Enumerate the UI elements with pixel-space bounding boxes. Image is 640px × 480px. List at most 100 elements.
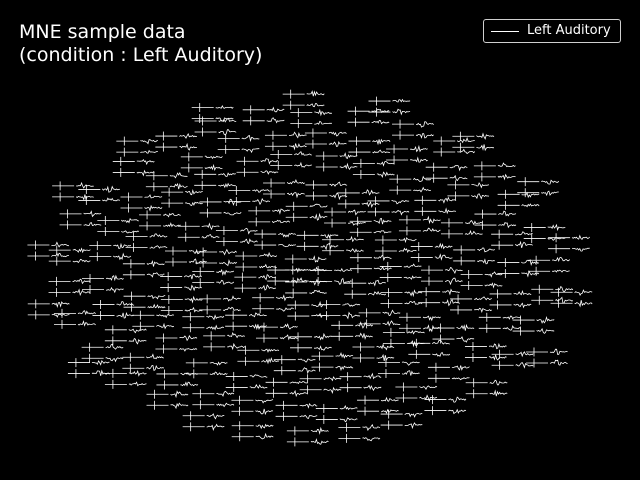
sensor-group	[191, 103, 234, 124]
sensor-trace	[147, 294, 166, 300]
sensor-group	[357, 395, 399, 416]
sensor-trace	[280, 323, 298, 330]
sensor-group	[374, 235, 417, 256]
sensor-group	[290, 332, 332, 353]
sensor-trace	[419, 385, 438, 391]
sensor-trace	[261, 348, 280, 353]
sensor-trace	[314, 345, 332, 351]
sensor-group	[337, 188, 380, 209]
sensor-trace	[144, 204, 163, 212]
sensor-trace	[206, 423, 225, 431]
sensor-group	[420, 265, 463, 286]
sensor-group	[352, 342, 395, 363]
sensor-group	[410, 242, 453, 263]
sensor-trace	[184, 284, 202, 292]
sensor-trace	[373, 230, 392, 234]
sensor-group	[398, 312, 441, 333]
sensor-trace	[290, 277, 309, 284]
sensor-trace	[497, 173, 516, 181]
sensor-trace	[314, 108, 332, 117]
sensor-group	[156, 369, 199, 390]
sensor-trace	[184, 306, 203, 313]
sensor-group	[104, 325, 147, 346]
sensor-trace	[309, 289, 327, 295]
sensor-trace	[339, 162, 358, 171]
sensor-trace	[382, 320, 401, 327]
sensor-trace	[204, 155, 223, 160]
sensor-trace	[376, 353, 395, 361]
sensor-trace	[342, 311, 361, 320]
sensor-group	[386, 144, 428, 165]
sensor-trace	[149, 233, 168, 238]
sensor-trace	[180, 381, 199, 387]
sensor-trace	[404, 412, 423, 418]
sensor-group	[116, 136, 159, 157]
sensor-group	[82, 274, 124, 295]
legend-label: Left Auditory	[527, 23, 611, 38]
sensor-trace	[354, 332, 373, 341]
sensor-trace	[169, 182, 188, 190]
sensor-trace	[297, 358, 316, 363]
sensor-trace	[328, 131, 347, 137]
sensor-trace	[541, 190, 559, 197]
sensor-trace	[464, 229, 483, 235]
sensor-trace	[363, 384, 382, 392]
sensor-trace	[574, 289, 593, 297]
sensor-trace	[77, 310, 96, 316]
sensor-group	[347, 106, 390, 127]
sensor-trace	[259, 251, 278, 258]
sensor-group	[433, 136, 476, 157]
sensor-trace	[286, 192, 305, 199]
sensor-group	[284, 254, 327, 275]
sensor-trace	[412, 175, 432, 182]
sensor-trace	[484, 282, 503, 289]
sensor-group	[348, 136, 391, 157]
sensor-trace	[258, 284, 277, 291]
sensor-trace	[345, 235, 364, 243]
sensor-trace	[51, 313, 70, 318]
sensor-trace	[449, 174, 468, 182]
sensor-trace	[376, 171, 395, 178]
sensor-trace	[144, 194, 163, 199]
sensor-group	[132, 310, 175, 331]
sensor-group	[425, 162, 468, 183]
sensor-trace	[432, 339, 450, 345]
sensor-trace	[355, 321, 374, 329]
sensor-trace	[249, 374, 268, 378]
sensor-group	[48, 276, 91, 297]
sensor-trace	[179, 347, 198, 352]
sensor-trace	[449, 165, 468, 172]
sensor-trace	[333, 267, 352, 272]
sensor-trace	[227, 342, 246, 351]
sensor-trace	[434, 253, 453, 261]
sensor-group	[182, 312, 225, 333]
sensor-group	[254, 229, 297, 250]
sensor-trace	[128, 381, 147, 387]
sensor-trace	[206, 413, 225, 420]
sensor-trace	[515, 351, 534, 358]
sensor-trace	[541, 179, 560, 185]
sensor-group	[447, 180, 490, 201]
sensor-trace	[422, 315, 441, 322]
sensor-group	[550, 287, 593, 308]
sensor-group	[474, 209, 517, 230]
sensor-group	[161, 187, 203, 208]
sensor-trace	[288, 143, 307, 151]
sensor-trace	[339, 417, 358, 423]
sensor-trace	[549, 359, 568, 366]
sensor-trace	[140, 149, 158, 154]
sensor-trace	[258, 263, 277, 269]
sensor-trace	[219, 248, 237, 256]
sensor-group	[352, 158, 395, 179]
sensor-trace	[216, 279, 235, 285]
sensor-trace	[373, 254, 392, 262]
sensor-group	[252, 293, 294, 314]
sensor-trace	[555, 285, 574, 293]
sensor-trace	[206, 314, 225, 321]
sensor-trace	[128, 369, 147, 377]
sensor-group	[491, 349, 534, 370]
sensor-trace	[552, 269, 570, 273]
sensor-trace	[348, 221, 366, 226]
sensor-group	[275, 400, 318, 421]
sensor-trace	[169, 171, 188, 179]
